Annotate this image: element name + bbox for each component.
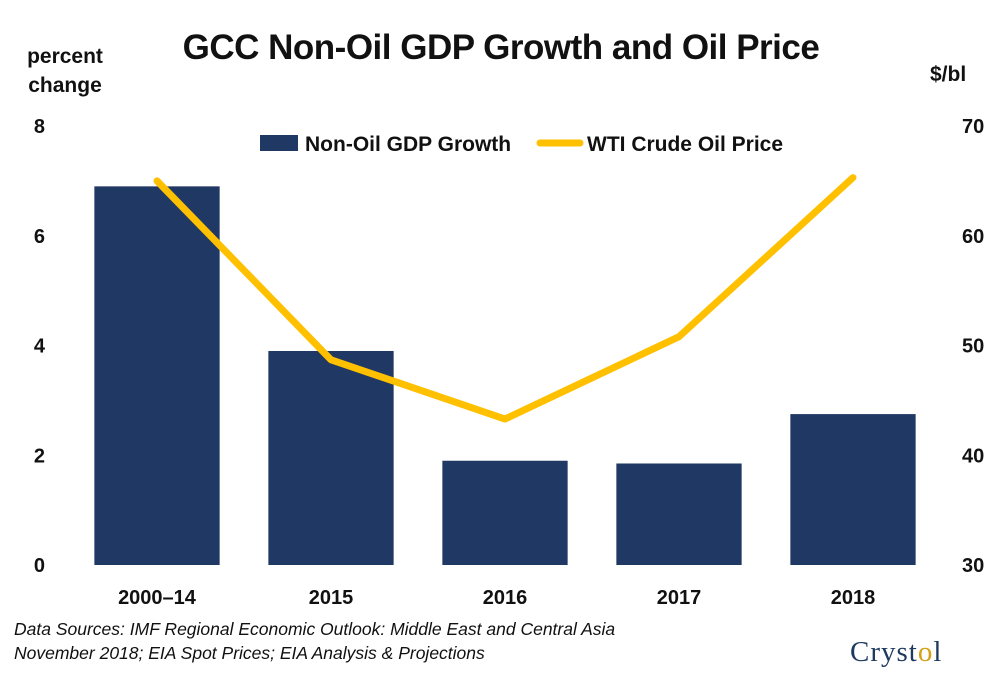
oil-price-point-3	[678, 335, 680, 338]
left-axis-tick-8: 8	[34, 116, 45, 138]
bar-3	[616, 463, 742, 565]
crystol-logo: Crystol	[850, 636, 942, 669]
right-axis-tick-30: 30	[962, 555, 984, 577]
oil-price-point-1	[330, 358, 332, 361]
right-axis-tick-50: 50	[962, 336, 984, 358]
bar-0	[94, 186, 220, 566]
logo-text-end: l	[933, 636, 943, 668]
left-axis-title-line-1: percent	[27, 45, 103, 68]
right-axis-tick-60: 60	[962, 226, 984, 248]
oil-price-point-0	[156, 179, 158, 182]
left-axis-title: percent change	[10, 42, 120, 100]
left-axis-tick-0: 0	[34, 555, 45, 577]
x-axis-tick-0: 2000–14	[118, 587, 197, 609]
oil-price-point-4	[852, 176, 854, 179]
oil-price-line	[153, 174, 857, 423]
bar-1	[268, 350, 394, 565]
data-source-line-1: Data Sources: IMF Regional Economic Outl…	[14, 619, 616, 639]
bar-2	[442, 460, 568, 565]
data-source-line-2: November 2018; EIA Spot Prices; EIA Anal…	[14, 643, 485, 663]
oil-price-point-2	[504, 418, 506, 421]
x-axis-tick-4: 2018	[831, 587, 876, 609]
legend-bar-swatch	[260, 135, 298, 151]
x-axis-tick-1: 2015	[309, 587, 354, 609]
bar-4	[790, 414, 916, 565]
x-axis-tick-2: 2016	[483, 587, 528, 609]
right-axis-tick-40: 40	[962, 445, 984, 467]
data-source-note: Data Sources: IMF Regional Economic Outl…	[14, 617, 615, 665]
left-axis-title-line-2: change	[28, 74, 102, 97]
legend-bar-label: Non-Oil GDP Growth	[305, 133, 511, 156]
x-axis-tick-3: 2017	[657, 587, 702, 609]
logo-text-start: Cryst	[850, 636, 918, 668]
chart-title: GCC Non-Oil GDP Growth and Oil Price	[182, 28, 820, 67]
left-axis-tick-2: 2	[34, 445, 45, 467]
legend-line-label: WTI Crude Oil Price	[587, 133, 783, 156]
left-axis-tick-6: 6	[34, 226, 45, 248]
right-axis-title: $/bl	[930, 63, 967, 86]
right-axis-tick-70: 70	[962, 116, 984, 138]
logo-o-emblem: o	[917, 636, 934, 668]
left-axis-tick-4: 4	[34, 336, 46, 358]
